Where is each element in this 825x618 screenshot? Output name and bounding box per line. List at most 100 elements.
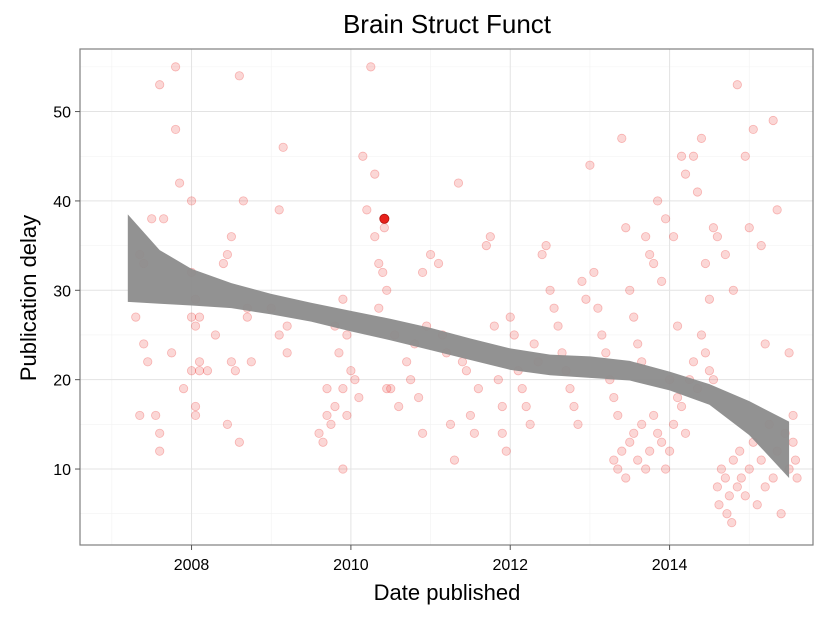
data-point — [700, 348, 711, 358]
data-point — [135, 410, 145, 421]
y-tick-label: 40 — [53, 194, 71, 211]
data-point — [171, 124, 181, 135]
x-axis-title: Date published — [374, 580, 521, 605]
data-point — [465, 410, 476, 421]
data-point — [621, 223, 631, 233]
data-point — [394, 401, 404, 412]
data-point — [613, 410, 623, 421]
data-point — [194, 366, 205, 376]
data-point — [661, 214, 671, 224]
data-point — [613, 464, 623, 474]
data-point — [653, 196, 663, 206]
y-tick-label: 10 — [53, 462, 71, 479]
chart-title: Brain Struct Funct — [343, 9, 552, 39]
data-point — [565, 384, 575, 394]
data-point — [692, 187, 703, 197]
data-point — [672, 321, 683, 331]
data-point — [790, 455, 801, 465]
data-point — [657, 437, 667, 447]
data-point — [553, 321, 563, 331]
data-point — [178, 384, 189, 394]
data-point — [171, 62, 181, 72]
data-point — [541, 241, 551, 251]
x-tick-label: 2010 — [333, 557, 369, 574]
data-point — [318, 437, 328, 447]
data-point — [350, 375, 360, 385]
data-point — [278, 142, 288, 152]
data-point — [322, 410, 332, 421]
data-point — [314, 428, 324, 438]
data-point — [688, 151, 699, 161]
data-point — [708, 375, 719, 385]
x-axis: 2008 2010 2012 2014 — [174, 545, 687, 574]
data-point — [617, 133, 627, 143]
data-point — [589, 267, 599, 278]
data-point — [190, 410, 201, 421]
data-point — [174, 178, 185, 188]
data-point — [680, 169, 691, 179]
data-point — [617, 446, 627, 456]
data-point — [720, 249, 730, 260]
data-point — [414, 392, 424, 403]
data-point — [155, 80, 165, 90]
data-point — [545, 285, 555, 295]
data-point — [242, 312, 252, 322]
data-point — [190, 321, 201, 331]
data-point — [234, 437, 244, 447]
data-point — [406, 375, 416, 385]
data-point — [147, 214, 157, 224]
data-point — [744, 223, 754, 233]
data-point — [641, 232, 651, 242]
data-point — [668, 232, 679, 242]
data-point — [728, 455, 738, 465]
data-point — [752, 500, 762, 510]
data-point — [744, 464, 754, 474]
data-point — [322, 384, 332, 394]
data-point — [326, 419, 336, 429]
highlighted-point — [379, 213, 390, 224]
data-point — [716, 464, 726, 474]
data-point — [581, 294, 591, 304]
data-point — [696, 330, 707, 340]
data-point — [720, 473, 730, 483]
data-point — [760, 482, 770, 492]
data-point — [218, 258, 229, 269]
data-point — [374, 303, 384, 313]
data-point — [226, 232, 236, 242]
data-point — [728, 285, 738, 295]
data-point — [485, 232, 495, 242]
data-point — [724, 491, 734, 501]
data-point — [529, 339, 539, 349]
data-point — [637, 419, 647, 429]
data-point — [625, 285, 635, 295]
data-point — [167, 348, 177, 358]
data-point — [274, 205, 284, 215]
data-point — [449, 455, 460, 465]
data-point — [501, 446, 511, 456]
data-point — [186, 196, 197, 206]
data-point — [645, 249, 655, 260]
data-point — [509, 330, 519, 340]
data-point — [433, 258, 444, 269]
data-point — [159, 214, 169, 224]
data-point — [517, 384, 527, 394]
data-point — [370, 169, 380, 179]
data-point — [379, 223, 389, 233]
data-point — [732, 482, 742, 492]
data-point — [668, 419, 679, 429]
y-tick-label: 20 — [53, 373, 71, 390]
data-point — [186, 312, 197, 322]
data-point — [633, 339, 643, 349]
smoothing-band — [127, 214, 790, 478]
data-point — [155, 446, 165, 456]
data-point — [338, 294, 348, 304]
data-point — [497, 401, 507, 412]
data-point — [549, 303, 559, 313]
data-point — [461, 366, 472, 376]
data-point — [202, 366, 213, 376]
data-point — [386, 384, 396, 394]
data-point — [593, 303, 603, 313]
data-point — [537, 249, 547, 260]
data-point — [489, 321, 499, 331]
data-point — [788, 437, 798, 447]
